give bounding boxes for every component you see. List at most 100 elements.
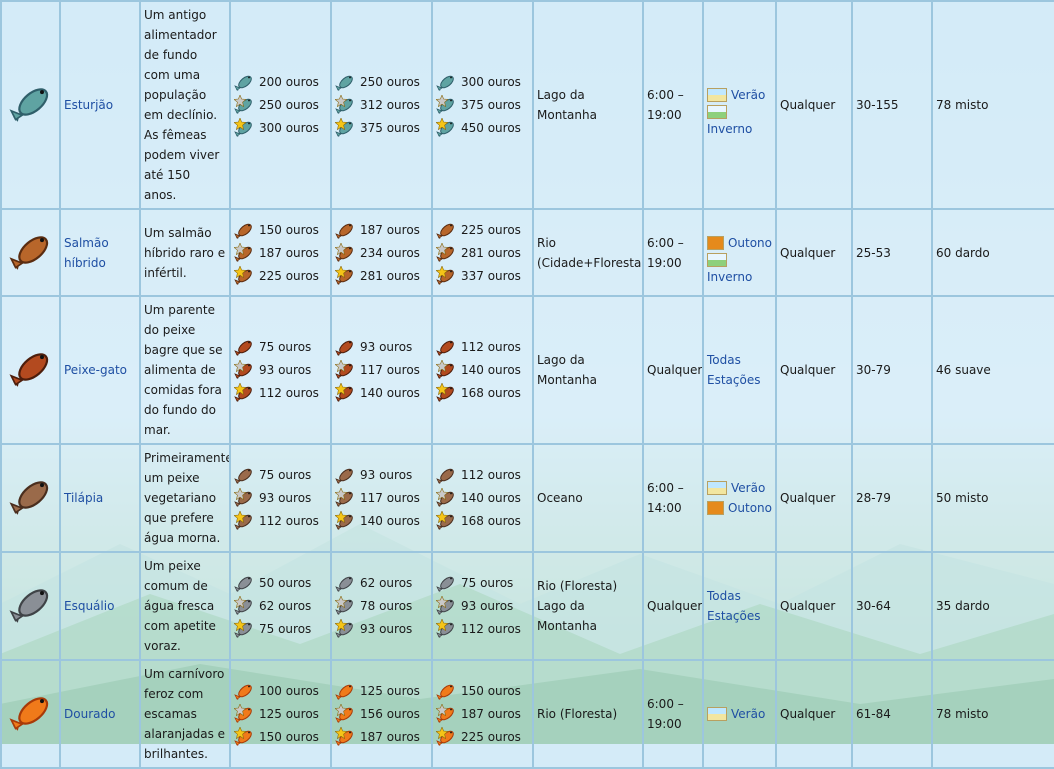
fish-name-cell: Esturjão: [59, 0, 141, 210]
season-entry: Verão: [707, 704, 772, 724]
price-line-base-quality: 300 ouros: [436, 71, 529, 94]
season-link[interactable]: Outono: [727, 235, 772, 250]
season-entry: Verão: [707, 478, 772, 498]
price-value: 312 ouros: [360, 98, 420, 112]
quality-star-icon: [335, 488, 347, 500]
season-link[interactable]: Inverno: [707, 269, 753, 284]
fish-name-link[interactable]: Peixe-gato: [64, 363, 127, 377]
fish-name-link[interactable]: Dourado: [64, 707, 116, 721]
price-line-base-quality: 62 ouros: [335, 572, 428, 595]
location: Rio (Floresta) Lago da Montanha: [537, 579, 618, 633]
dorado-icon: [335, 681, 357, 701]
chub-icon: [234, 573, 256, 593]
winter-season-icon: [707, 105, 727, 119]
difficulty: 50 misto: [936, 491, 989, 505]
price-value: 75 ouros: [259, 340, 312, 354]
weather: Qualquer: [780, 599, 836, 613]
sturgeon-icon: [234, 72, 256, 92]
size-cell: 25-53: [851, 208, 933, 297]
difficulty-cell: 78 misto: [931, 659, 1054, 769]
fish-description-cell: Um salmão híbrido raro e infértil.: [139, 208, 231, 297]
sturgeon-icon: [335, 118, 357, 138]
price-line-base-quality: 150 ouros: [436, 680, 529, 703]
difficulty-cell: 46 suave: [931, 295, 1054, 445]
season-entry: Inverno: [707, 252, 772, 284]
fish-description: Um parente do peixe bagre que se aliment…: [144, 303, 223, 437]
quality-star-icon: [436, 704, 448, 716]
time-cell: 6:00 – 14:00: [642, 443, 704, 553]
catfish-icon: [335, 337, 357, 357]
quality-star-icon: [335, 95, 347, 107]
season-link[interactable]: Verão: [731, 88, 766, 102]
season-link[interactable]: Todas: [707, 589, 741, 603]
price-cell: 150 ouros 187 ouros 225 ouros: [229, 208, 332, 297]
price-cell: 112 ouros 140 ouros 168 ouros: [431, 443, 534, 553]
quality-star-icon: [335, 360, 347, 372]
quality-star-icon: [234, 596, 246, 608]
location-cell: Rio (Floresta) Lago da Montanha: [532, 551, 644, 661]
price-line-silver-quality: 78 ouros: [335, 595, 428, 618]
fish-name-link[interactable]: Tilápia: [64, 491, 104, 505]
price-cell: 100 ouros 125 ouros 150 ouros: [229, 659, 332, 769]
quality-star-icon: [234, 727, 246, 739]
price-line-base-quality: 93 ouros: [335, 464, 428, 487]
price-value: 150 ouros: [259, 730, 319, 744]
difficulty-cell: 50 misto: [931, 443, 1054, 553]
season-link[interactable]: Verão: [731, 481, 766, 495]
season-link[interactable]: Outono: [727, 501, 772, 515]
quality-star-icon: [436, 488, 448, 500]
price-value: 225 ouros: [461, 730, 521, 744]
season-link[interactable]: Todas: [707, 353, 741, 367]
quality-star-icon: [436, 727, 448, 739]
price-value: 225 ouros: [259, 268, 319, 283]
difficulty-cell: 35 dardo: [931, 551, 1054, 661]
fish-description: Um peixe comum de água fresca com apetit…: [144, 559, 216, 653]
price-cell: 75 ouros 93 ouros 112 ouros: [229, 295, 332, 445]
fish-name-link[interactable]: Esquálio: [64, 599, 115, 613]
size-cell: 30-79: [851, 295, 933, 445]
location: Lago da Montanha: [537, 88, 597, 122]
price-line-base-quality: 75 ouros: [436, 572, 529, 595]
price-cell: 300 ouros 375 ouros 450 ouros: [431, 0, 534, 210]
fish-name-cell: Tilápia: [59, 443, 141, 553]
fish-name-link[interactable]: Salmão híbrido: [64, 235, 109, 270]
fish-name-link[interactable]: Esturjão: [64, 98, 114, 112]
price-value: 140 ouros: [461, 363, 521, 377]
chub-icon: [436, 573, 458, 593]
dorado-icon: [436, 681, 458, 701]
season-link[interactable]: Verão: [731, 707, 766, 721]
season-link[interactable]: Estações: [707, 609, 761, 623]
price-value: 62 ouros: [259, 599, 312, 613]
chub-icon: [234, 596, 256, 616]
fish-name-cell: Esquálio: [59, 551, 141, 661]
price-line-silver-quality: 93 ouros: [234, 487, 327, 510]
salmon-icon: [335, 265, 357, 286]
price-value: 375 ouros: [461, 98, 521, 112]
tilapia-icon: [234, 465, 256, 485]
dorado-icon: [8, 689, 53, 739]
tilapia-icon: [436, 511, 458, 531]
quality-star-icon: [436, 95, 448, 107]
price-line-silver-quality: 140 ouros: [436, 487, 529, 510]
price-value: 187 ouros: [461, 707, 521, 721]
quality-star-icon: [436, 242, 448, 255]
dorado-icon: [234, 704, 256, 724]
dorado-icon: [436, 704, 458, 724]
time: 6:00 – 19:00: [647, 235, 684, 270]
season-link[interactable]: Inverno: [707, 122, 753, 136]
weather: Qualquer: [780, 491, 836, 505]
chub-icon: [234, 619, 256, 639]
price-line-silver-quality: 117 ouros: [335, 487, 428, 510]
catfish-icon: [335, 360, 357, 380]
chub-icon: [335, 596, 357, 616]
price-line-base-quality: 75 ouros: [234, 336, 327, 359]
weather-cell: Qualquer: [775, 0, 853, 210]
time: 6:00 – 19:00: [647, 697, 684, 731]
salmon-icon: [436, 242, 458, 263]
location: Oceano: [537, 491, 583, 505]
price-value: 112 ouros: [259, 386, 319, 400]
salmon-icon: [8, 228, 53, 278]
weather: Qualquer: [780, 245, 836, 260]
season-link[interactable]: Estações: [707, 373, 761, 387]
price-value: 281 ouros: [461, 245, 521, 260]
